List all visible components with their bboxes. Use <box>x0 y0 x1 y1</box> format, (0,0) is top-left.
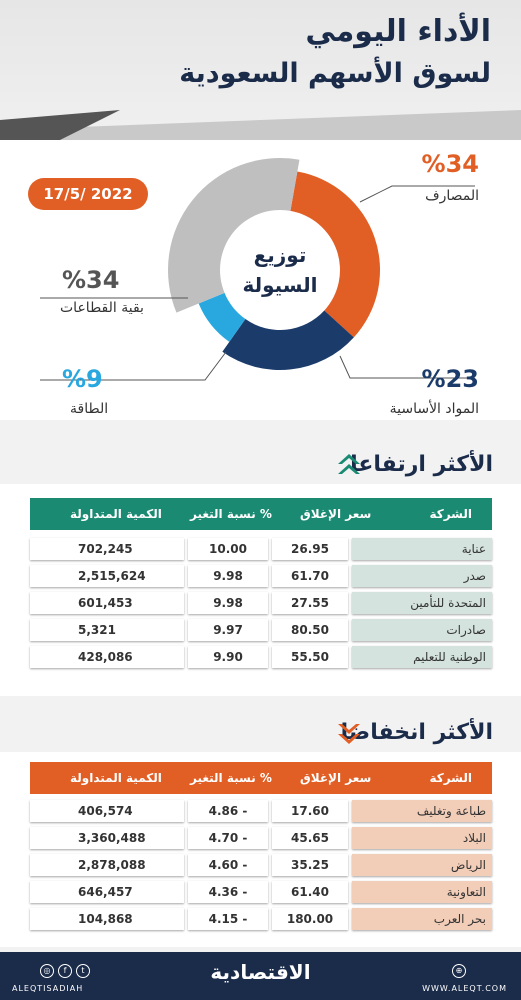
close-price-cell: 55.50 <box>272 646 348 668</box>
slice-materials <box>222 310 354 370</box>
slice-energy-label: الطاقة <box>70 401 109 417</box>
company-cell: البلاد <box>352 827 492 849</box>
table-row: الرياض 35.25 4.60 -2,878,088 <box>30 854 492 876</box>
twitter-icon[interactable]: t <box>76 964 90 978</box>
company-cell: طباعة وتغليف <box>352 800 492 822</box>
company-cell: التعاونية <box>352 881 492 903</box>
col-close: سعر الإغلاق <box>300 507 372 521</box>
losers-table: الشركة سعر الإغلاق نسبة التغير % الكمية … <box>0 752 521 947</box>
table-row: بحر العرب 180.00 4.15 -104,868 <box>30 908 492 930</box>
col-company: الشركة <box>429 771 472 785</box>
col-change: نسبة التغير % <box>190 507 272 521</box>
slice-materials-label: المواد الأساسية <box>389 401 479 417</box>
close-price-cell: 61.40 <box>272 881 348 903</box>
close-price-cell: 27.55 <box>272 592 348 614</box>
volume-cell: 5,321 <box>30 619 184 641</box>
company-cell: صدر <box>352 565 492 587</box>
volume-cell: 601,453 <box>30 592 184 614</box>
volume-cell: 2,878,088 <box>30 854 184 876</box>
change-percent-cell: 4.36 - <box>188 881 268 903</box>
slice-energy-percent: %9 <box>62 365 103 393</box>
table-row: صدر 61.70 9.98 2,515,624 <box>30 565 492 587</box>
slice-others <box>168 158 300 313</box>
change-percent-cell: 9.98 <box>188 592 268 614</box>
company-cell: الوطنية للتعليم <box>352 646 492 668</box>
col-close: سعر الإغلاق <box>300 771 372 785</box>
slice-others-percent: %34 <box>62 266 120 294</box>
date-badge: 17/5/ 2022 <box>28 178 148 210</box>
gainers-table-header: الشركة سعر الإغلاق نسبة التغير % الكمية … <box>30 498 492 530</box>
change-percent-cell: 4.60 - <box>188 854 268 876</box>
close-price-cell: 35.25 <box>272 854 348 876</box>
slice-banks <box>290 171 381 338</box>
change-percent-cell: 10.00 <box>188 538 268 560</box>
brand-logo: الاقتصادية <box>210 960 311 984</box>
page-subtitle: لسوق الأسهم السعودية <box>179 58 491 89</box>
footer: الاقتصادية ◎ f t ALEQTISADIAH ⊕ WWW.ALEQ… <box>0 952 521 1000</box>
slice-banks-label: المصارف <box>425 188 479 204</box>
close-price-cell: 45.65 <box>272 827 348 849</box>
liquidity-donut-chart: توزيع السيولة <box>168 158 381 370</box>
volume-cell: 406,574 <box>30 800 184 822</box>
facebook-icon[interactable]: f <box>58 964 72 978</box>
table-row: التعاونية 61.40 4.36 -646,457 <box>30 881 492 903</box>
close-price-cell: 61.70 <box>272 565 348 587</box>
gainers-title: الأكثر ارتفاعا <box>350 452 493 477</box>
change-percent-cell: 9.90 <box>188 646 268 668</box>
page-title: الأداء اليومي <box>305 14 491 49</box>
company-cell: بحر العرب <box>352 908 492 930</box>
col-change: نسبة التغير % <box>190 771 272 785</box>
losers-title: الأكثر انخفاضا <box>340 720 493 745</box>
table-row: صادرات 80.50 9.97 5,321 <box>30 619 492 641</box>
donut-center-label-2: السيولة <box>242 273 317 297</box>
volume-cell: 104,868 <box>30 908 184 930</box>
losers-table-header: الشركة سعر الإغلاق نسبة التغير % الكمية … <box>30 762 492 794</box>
donut-center-label-1: توزيع <box>254 243 307 267</box>
volume-cell: 702,245 <box>30 538 184 560</box>
change-percent-cell: 4.70 - <box>188 827 268 849</box>
change-percent-cell: 4.86 - <box>188 800 268 822</box>
web-icon[interactable]: ⊕ <box>452 964 466 978</box>
col-company: الشركة <box>429 507 472 521</box>
instagram-icon[interactable]: ◎ <box>40 964 54 978</box>
slice-materials-percent: %23 <box>421 365 479 393</box>
up-chevron-icon <box>338 454 360 474</box>
change-percent-cell: 9.97 <box>188 619 268 641</box>
volume-cell: 428,086 <box>30 646 184 668</box>
donut-center <box>224 214 336 326</box>
table-row: المتحدة للتأمين 27.55 9.98 601,453 <box>30 592 492 614</box>
close-price-cell: 80.50 <box>272 619 348 641</box>
slice-others-label: بقية القطاعات <box>60 300 144 316</box>
col-volume: الكمية المتداولة <box>70 507 162 521</box>
change-percent-cell: 4.15 - <box>188 908 268 930</box>
change-percent-cell: 9.98 <box>188 565 268 587</box>
volume-cell: 3,360,488 <box>30 827 184 849</box>
company-cell: المتحدة للتأمين <box>352 592 492 614</box>
volume-cell: 2,515,624 <box>30 565 184 587</box>
gainers-table: الشركة سعر الإغلاق نسبة التغير % الكمية … <box>0 484 521 696</box>
social-handle[interactable]: ALEQTISADIAH <box>12 984 84 993</box>
volume-cell: 646,457 <box>30 881 184 903</box>
close-price-cell: 180.00 <box>272 908 348 930</box>
close-price-cell: 17.60 <box>272 800 348 822</box>
table-row: البلاد 45.65 4.70 -3,360,488 <box>30 827 492 849</box>
table-row: عناية 26.95 10.00 702,245 <box>30 538 492 560</box>
slice-energy <box>198 292 246 342</box>
down-chevron-icon <box>338 724 360 744</box>
slice-banks-percent: %34 <box>421 150 479 178</box>
website-link[interactable]: WWW.ALEQT.COM <box>422 984 507 993</box>
col-volume: الكمية المتداولة <box>70 771 162 785</box>
table-row: الوطنية للتعليم 55.50 9.90 428,086 <box>30 646 492 668</box>
table-row: طباعة وتغليف 17.60 4.86 -406,574 <box>30 800 492 822</box>
close-price-cell: 26.95 <box>272 538 348 560</box>
company-cell: عناية <box>352 538 492 560</box>
company-cell: صادرات <box>352 619 492 641</box>
company-cell: الرياض <box>352 854 492 876</box>
